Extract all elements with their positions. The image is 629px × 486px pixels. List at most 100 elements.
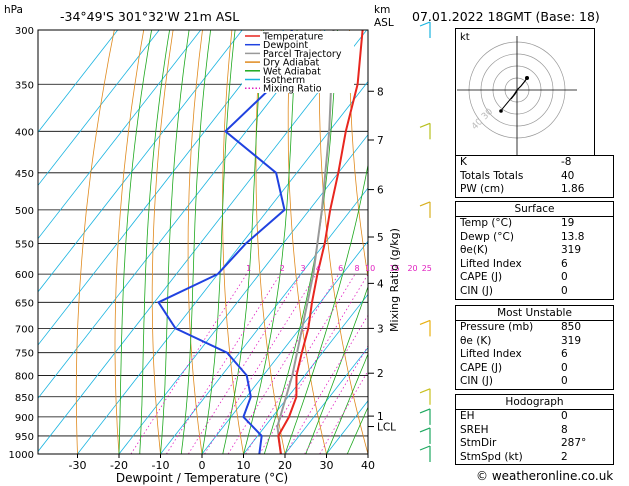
mixing-ratio-label: 6 (338, 264, 343, 273)
surface-row: Dewp (°C) 13.8 (456, 231, 613, 245)
mixing-ratio-line (319, 370, 368, 454)
k-index-value: -8 (561, 156, 572, 168)
mixing-ratio-axis-label: Mixing Ratio (g/kg) (388, 228, 401, 332)
dry-adiabat-line (114, 30, 145, 454)
wet-adiabat-line (160, 30, 190, 454)
km-tick-label: 6 (377, 185, 384, 197)
most-unstable-label: θe (K) (460, 334, 492, 347)
dry-adiabat-line (222, 30, 244, 454)
mixing-ratio-label: 15 (390, 264, 400, 273)
dry-adiabat-line (349, 30, 368, 280)
legend-box (242, 31, 354, 93)
hodograph-table-label: EH (460, 410, 475, 422)
surface-box: Surface Temp (°C) 19 Dewp (°C) 13.8 θe(K) 319… (455, 201, 614, 300)
most-unstable-row: θe (K) 319 (456, 335, 613, 349)
indices-box: K -8 Totals Totals 40 PW (cm) 1.86 (455, 155, 614, 198)
parcel-trajectory-line (276, 30, 335, 454)
wet-adiabat-line (139, 30, 170, 454)
most-unstable-value: 319 (561, 334, 582, 347)
hodograph-table-title: Hodograph (456, 395, 613, 410)
isotherm-line (38, 30, 119, 133)
hodograph-table-row: SREH 8 (456, 424, 613, 438)
mixing-ratio-label: 1 (246, 264, 251, 273)
surface-value: 19 (561, 217, 575, 229)
most-unstable-row: CIN (J) 0 (456, 375, 613, 389)
wind-barb-flag (419, 201, 431, 207)
most-unstable-value: 0 (561, 375, 568, 388)
wind-barb-flag (419, 319, 431, 325)
pressure-tick-label: 650 (15, 298, 34, 309)
hodograph: kt 40 30 (455, 28, 595, 168)
surface-label: CAPE (J) (460, 271, 503, 284)
precipitable-water-value: 1.86 (561, 183, 585, 196)
mixing-ratio-line (304, 345, 368, 454)
wind-barb-flag (419, 445, 431, 451)
wet-adiabat-line (222, 30, 264, 454)
legend-entry: Dewpoint (263, 40, 308, 51)
isotherm-line (284, 346, 368, 454)
isotherm-line (38, 30, 368, 453)
totals-totals-label: Totals Totals (460, 169, 524, 182)
hodograph-table-box: Hodograph EH 0 SREH 8 StmDir 287° StmSpd (kt) 2 (455, 394, 614, 466)
dry-adiabat-line (287, 30, 327, 454)
km-tick-label: 3 (377, 323, 384, 335)
isotherm-line (77, 80, 368, 454)
hodograph-storm-vector (500, 89, 518, 112)
mixing-ratio-label: 25 (422, 264, 432, 273)
pressure-tick-label: 800 (15, 371, 34, 382)
copyright-footer: © weatheronline.co.uk (476, 469, 614, 483)
wet-adiabat-line (263, 30, 338, 454)
pressure-tick-label: 850 (15, 393, 34, 404)
km-tick-label: 7 (377, 135, 384, 147)
mixing-ratio-line (204, 273, 317, 454)
wind-barb-flag (419, 408, 431, 414)
most-unstable-label: Pressure (mb) (460, 321, 534, 333)
temperature-tick-label: -10 (152, 459, 170, 472)
wind-barb-flag (419, 122, 431, 128)
dry-adiabat-line (318, 30, 368, 454)
pressure-tick-label: 950 (15, 432, 34, 443)
dry-adiabat-line (187, 30, 203, 454)
temperature-line (277, 30, 364, 454)
isotherm-line (38, 30, 160, 187)
hodograph-table-row: StmSpd (kt) 2 (456, 451, 613, 465)
km-tick-label: 5 (377, 232, 384, 244)
wet-adiabat-line (284, 162, 368, 454)
hodograph-table-value: 0 (561, 410, 568, 422)
legend-entry: Isotherm (263, 75, 305, 86)
wet-adiabat-line (326, 353, 368, 454)
wet-adiabat-line (118, 30, 152, 454)
mixing-ratio-label: 4 (316, 264, 321, 273)
hodograph-table-value: 8 (561, 423, 568, 436)
dewpoint-line (157, 30, 293, 454)
totals-totals-value: 40 (561, 169, 575, 182)
mixing-ratio-label: 20 (407, 264, 417, 273)
most-unstable-label: CIN (J) (460, 375, 493, 388)
hodograph-table-value: 287° (561, 437, 587, 450)
hodograph-table-value: 2 (561, 450, 568, 463)
hodograph-table-row: EH 0 (456, 410, 613, 424)
surface-row: CIN (J) 0 (456, 285, 613, 299)
hodograph-table-label: SREH (460, 423, 489, 436)
pressure-tick-label: 400 (15, 127, 34, 138)
hodograph-storm-marker (525, 76, 529, 80)
mixing-ratio-label: 8 (355, 264, 360, 273)
pressure-tick-label: 600 (15, 270, 34, 281)
isotherm-line (243, 293, 368, 454)
mixing-ratio-label: 3 (300, 264, 305, 273)
mixing-ratio-line (259, 273, 368, 454)
most-unstable-value: 6 (561, 348, 568, 361)
most-unstable-label: Lifted Index (460, 348, 522, 361)
legend-entry: Parcel Trajectory (263, 49, 342, 60)
surface-label: CIN (J) (460, 284, 493, 297)
hodograph-table-label: StmDir (460, 437, 497, 450)
mixing-ratio-line (245, 273, 356, 454)
wind-barb-flag (419, 427, 431, 433)
most-unstable-value: 850 (561, 321, 582, 333)
km-tick-label: 2 (377, 368, 384, 380)
plot-frame (37, 29, 369, 455)
mixing-ratio-line (130, 273, 247, 454)
surface-value: 6 (561, 257, 568, 270)
isotherm-line (38, 30, 326, 399)
x-axis-label: Dewpoint / Temperature (°C) (116, 471, 288, 485)
